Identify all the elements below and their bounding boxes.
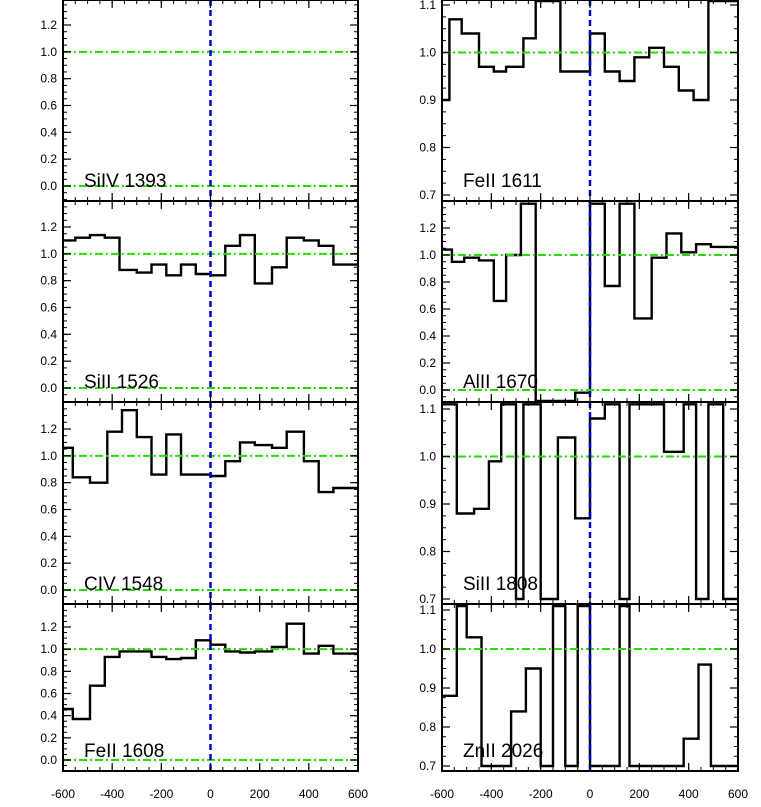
y-tick-label: 1.2 bbox=[419, 221, 436, 235]
panel-siii-1808: 0.7 0.8 0.9 1.0 1.1 SiII 1808 bbox=[419, 401, 739, 606]
y-tick-label: 0.0 bbox=[40, 179, 57, 193]
y-tick-label: 0.4 bbox=[40, 709, 57, 723]
y-tick-label: 0.6 bbox=[40, 301, 57, 315]
y-tick-label: 0.6 bbox=[40, 687, 57, 701]
panel-label: CIV 1548 bbox=[84, 574, 163, 595]
x-tick-label: -400 bbox=[479, 787, 503, 801]
y-tick-label: 0.8 bbox=[40, 72, 57, 86]
y-tick-label: 1.0 bbox=[40, 449, 57, 463]
flux-histogram bbox=[442, 403, 738, 601]
y-tick-label: 0.6 bbox=[419, 302, 436, 316]
y-tick-label: 1.0 bbox=[40, 247, 57, 261]
y-tick-label: 0.4 bbox=[40, 327, 57, 341]
y-tick-label: 0.4 bbox=[419, 329, 436, 343]
panel-label: ZnII 2026 bbox=[463, 741, 543, 762]
y-tick-label: 0.8 bbox=[419, 720, 436, 734]
panel-label: SiII 1808 bbox=[463, 574, 538, 595]
y-tick-label: 0.8 bbox=[40, 476, 57, 490]
x-tick-label: -200 bbox=[529, 787, 553, 801]
y-tick-label: 0.6 bbox=[40, 503, 57, 517]
y-tick-label: 0.7 bbox=[419, 759, 436, 773]
x-tick-label: -200 bbox=[149, 787, 173, 801]
panel-label: FeII 1608 bbox=[84, 741, 164, 762]
y-tick-label: 0.8 bbox=[419, 545, 436, 559]
y-tick-label: 0.0 bbox=[40, 381, 57, 395]
x-tick-label: -600 bbox=[51, 787, 75, 801]
y-tick-label: 1.2 bbox=[40, 220, 57, 234]
y-tick-label: 0.0 bbox=[40, 583, 57, 597]
panel-label: SiII 1526 bbox=[84, 372, 159, 393]
y-tick-label: 0.0 bbox=[40, 753, 57, 767]
y-tick-label: 0.2 bbox=[40, 556, 57, 570]
y-tick-label: 0.8 bbox=[419, 275, 436, 289]
x-tick-label: 400 bbox=[299, 787, 319, 801]
y-tick-label: 0.6 bbox=[40, 99, 57, 113]
y-tick-label: 0.0 bbox=[419, 383, 436, 397]
x-tick-label: 600 bbox=[348, 787, 368, 801]
y-tick-label: 0.4 bbox=[40, 125, 57, 139]
y-tick-label: 1.1 bbox=[419, 402, 436, 416]
panel-label: FeII 1611 bbox=[463, 171, 542, 192]
y-tick-label: 1.2 bbox=[40, 422, 57, 436]
y-tick-label: 0.8 bbox=[419, 141, 436, 155]
panel-label: SiIV 1393 bbox=[84, 171, 166, 192]
y-tick-label: 1.2 bbox=[40, 620, 57, 634]
panel-alii-1670: 0.0 0.2 0.4 0.6 0.8 1.0 1.2 AlII 1670 bbox=[419, 200, 739, 403]
flux-histogram bbox=[442, 604, 738, 768]
x-axis-tick-labels: -600 -400 -200 0 200 400 600 -600 -400 -200 0 200 40… bbox=[51, 787, 748, 801]
x-tick-label: 400 bbox=[679, 787, 699, 801]
panel-siiv-1393: 0.0 0.2 0.4 0.6 0.8 1.0 1.2 SiIV 1393 bbox=[40, 0, 359, 202]
x-tick-label: 600 bbox=[728, 787, 748, 801]
x-tick-label: 0 bbox=[587, 787, 594, 801]
panel-feii-1608: 0.0 0.2 0.4 0.6 0.8 1.0 1.2 FeII 1608 bbox=[40, 603, 359, 772]
x-tick-label: 200 bbox=[250, 787, 270, 801]
y-tick-label: 1.2 bbox=[40, 18, 57, 32]
panel-feii-1611: 0.7 0.8 0.9 1.0 1.1 FeII 1611 bbox=[419, 0, 739, 202]
x-tick-label: -400 bbox=[100, 787, 124, 801]
y-tick-label: 1.0 bbox=[419, 46, 436, 60]
y-tick-label: 1.0 bbox=[40, 642, 57, 656]
y-tick-label: 1.0 bbox=[40, 45, 57, 59]
y-tick-label: 1.1 bbox=[419, 0, 436, 12]
y-tick-label: 0.9 bbox=[419, 681, 436, 695]
panel-siii-1526: 0.0 0.2 0.4 0.6 0.8 1.0 1.2 SiII 1526 bbox=[40, 200, 359, 403]
y-tick-label: 0.7 bbox=[419, 188, 436, 202]
x-tick-label: -600 bbox=[430, 787, 454, 801]
panel-civ-1548: 0.0 0.2 0.4 0.6 0.8 1.0 1.2 CIV 1548 bbox=[40, 401, 359, 605]
y-tick-label: 0.2 bbox=[40, 152, 57, 166]
y-tick-label: 0.9 bbox=[419, 497, 436, 511]
y-tick-label: 0.2 bbox=[419, 356, 436, 370]
y-tick-label: 0.8 bbox=[40, 274, 57, 288]
y-tick-label: 1.0 bbox=[419, 642, 436, 656]
panel-znii-2026: 0.7 0.8 0.9 1.0 1.1 ZnII 2026 bbox=[419, 603, 739, 773]
panel-label: AlII 1670 bbox=[463, 372, 538, 393]
y-tick-label: 1.1 bbox=[419, 603, 436, 617]
y-tick-label: 1.0 bbox=[419, 450, 436, 464]
y-tick-label: 1.0 bbox=[419, 248, 436, 262]
y-tick-label: 0.7 bbox=[419, 592, 436, 606]
x-tick-label: 0 bbox=[207, 787, 214, 801]
y-tick-label: 0.2 bbox=[40, 731, 57, 745]
y-tick-label: 0.9 bbox=[419, 93, 436, 107]
y-tick-label: 0.8 bbox=[40, 664, 57, 678]
y-tick-label: 0.4 bbox=[40, 529, 57, 543]
x-tick-label: 200 bbox=[629, 787, 649, 801]
y-tick-label: 0.2 bbox=[40, 354, 57, 368]
